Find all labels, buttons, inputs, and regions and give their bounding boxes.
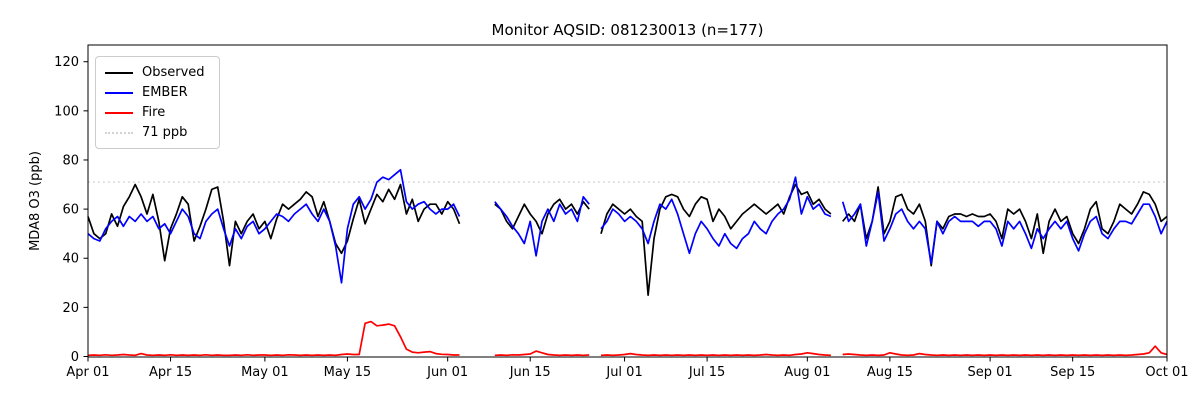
x-tick-label: Sep 15 (1050, 365, 1095, 380)
x-tick-label: Jun 15 (509, 365, 551, 380)
y-tick-label: 100 (54, 104, 79, 119)
legend-item-71-ppb: 71 ppb (105, 124, 207, 141)
series-line-fire (87, 320, 1168, 357)
x-tick-label: Oct 01 (1145, 365, 1188, 380)
x-tick-label: Apr 01 (66, 365, 109, 380)
legend-label: Observed (142, 65, 205, 80)
plot-border (87, 44, 1168, 358)
legend-item-ember: EMBER (105, 84, 207, 101)
y-axis-label: MDA8 O3 (ppb) (28, 151, 43, 251)
y-tick-label: 60 (62, 203, 79, 218)
series-line-observed (87, 183, 1168, 296)
x-tick-label: Aug 01 (784, 365, 830, 380)
legend-swatch-1 (105, 91, 133, 94)
legend-item-fire: Fire (105, 104, 207, 121)
series-line-ember (87, 168, 1168, 284)
legend: Observed EMBER Fire 71 ppb (95, 56, 220, 149)
legend-label: 71 ppb (142, 125, 188, 140)
y-tick-label: 40 (62, 252, 79, 267)
x-tick-label: Jul 15 (688, 365, 725, 380)
y-tick-label: 80 (62, 153, 79, 168)
x-tick-label: Jul 01 (605, 365, 642, 380)
legend-swatch-0 (105, 71, 133, 74)
x-tick-label: Apr 15 (149, 365, 192, 380)
x-tick-label: Sep 01 (968, 365, 1013, 380)
x-tick-label: Aug 15 (867, 365, 913, 380)
legend-swatch-2 (105, 111, 133, 114)
y-tick-label: 120 (54, 55, 79, 70)
chart-title: Monitor AQSID: 081230013 (n=177) (491, 21, 764, 39)
y-tick-label: 0 (71, 350, 79, 365)
x-tick-label: May 15 (324, 365, 372, 380)
x-tick-label: Jun 01 (426, 365, 468, 380)
legend-label: Fire (142, 105, 166, 120)
x-tick-label: May 01 (241, 365, 289, 380)
y-tick-label: 20 (62, 301, 79, 316)
legend-label: EMBER (142, 85, 188, 100)
legend-item-observed: Observed (105, 64, 207, 81)
legend-swatch-3 (105, 131, 133, 134)
